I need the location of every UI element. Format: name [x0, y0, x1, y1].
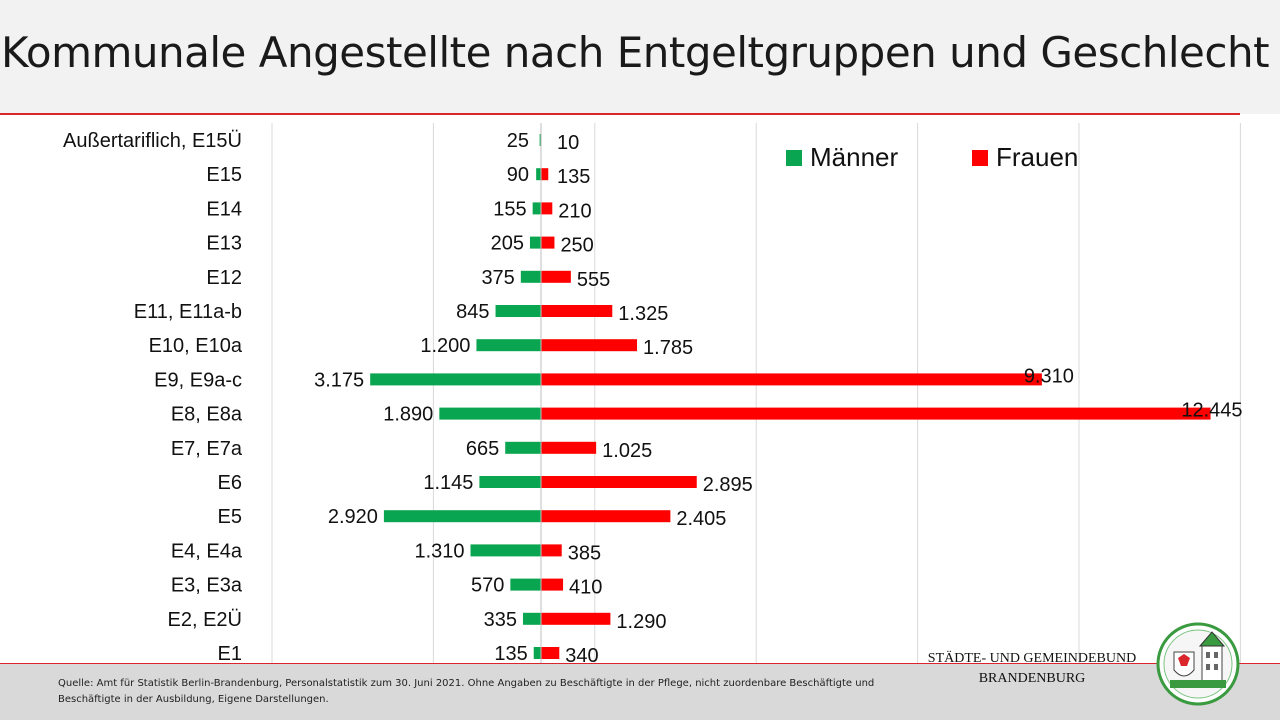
butterfly-bar-chart: Außertariflich, E15Ü 25 10 E15 90 135 E14 155 21…: [63, 123, 1243, 663]
data-label-maenner: 665: [466, 438, 499, 460]
legend-label-maenner: Männer: [810, 142, 898, 172]
bar-maenner: [510, 578, 541, 591]
bar-maenner: [522, 612, 541, 625]
category-label: E12: [206, 267, 242, 289]
bar-maenner: [370, 373, 541, 386]
data-label-frauen: 385: [568, 542, 601, 564]
category-label: Außertariflich, E15Ü: [63, 130, 242, 152]
data-label-frauen: 9.310: [1024, 365, 1074, 387]
coat-of-arms-logo: [1156, 622, 1240, 706]
data-label-maenner: 335: [484, 609, 517, 631]
organization-line-2: BRANDENBURG: [978, 671, 1086, 686]
category-label: E4, E4a: [171, 540, 243, 562]
bar-frauen: [541, 236, 555, 249]
bar-maenner: [505, 441, 541, 454]
data-label-maenner: 155: [493, 198, 526, 220]
category-label: E9, E9a-c: [154, 369, 242, 391]
bar-maenner: [539, 134, 541, 146]
data-label-maenner: 1.310: [414, 540, 464, 562]
data-label-frauen: 1.785: [643, 337, 693, 359]
bar-frauen: [541, 544, 562, 557]
bar-frauen: [541, 407, 1211, 420]
bar-maenner: [532, 202, 541, 215]
bar-maenner: [470, 544, 541, 557]
bar-frauen: [541, 612, 611, 625]
organization-line-1: STÄDTE- UND GEMEINDEBUND: [927, 651, 1137, 666]
data-label-maenner: 1.890: [383, 404, 433, 426]
bar-frauen: [541, 373, 1042, 386]
bar-frauen: [541, 441, 597, 454]
category-label: E15: [206, 164, 242, 186]
category-label: E1: [218, 643, 242, 663]
data-label-maenner: 25: [507, 130, 529, 152]
data-label-frauen: 340: [565, 645, 598, 663]
category-label: E2, E2Ü: [168, 609, 242, 631]
data-label-maenner: 90: [507, 164, 529, 186]
bar-maenner: [529, 236, 541, 249]
source-note: Quelle: Amt für Statistik Berlin-Branden…: [58, 678, 875, 705]
data-label-frauen: 12.445: [1181, 400, 1242, 422]
data-label-maenner: 570: [471, 575, 504, 597]
data-label-maenner: 2.920: [328, 506, 378, 528]
data-label-maenner: 845: [456, 301, 489, 323]
legend-label-frauen: Frauen: [996, 142, 1078, 172]
header-bar: [0, 0, 1280, 114]
bar-frauen: [541, 305, 613, 317]
footer-bar: [0, 664, 1280, 720]
bar-maenner: [439, 407, 541, 420]
data-label-maenner: 375: [481, 267, 514, 289]
bar-frauen: [541, 202, 553, 215]
page-title: Kommunale Angestellte nach Entgeltgruppe…: [0, 28, 1270, 77]
bar-frauen: [541, 168, 549, 181]
category-label: E14: [206, 198, 242, 220]
data-label-maenner: 205: [491, 233, 524, 255]
data-label-frauen: 2.405: [676, 508, 726, 530]
category-label: E6: [218, 472, 242, 494]
category-label: E8, E8a: [171, 404, 243, 426]
data-label-frauen: 1.025: [602, 440, 652, 462]
category-label: E13: [206, 233, 242, 255]
category-label: E11, E11a-b: [134, 301, 242, 323]
bar-maenner: [495, 305, 541, 317]
data-label-frauen: 210: [558, 200, 591, 222]
bar-maenner: [520, 270, 541, 283]
data-label-maenner: 1.200: [420, 335, 470, 357]
data-label-maenner: 1.145: [423, 472, 473, 494]
bar-maenner: [476, 339, 541, 352]
category-label: E7, E7a: [171, 438, 243, 460]
data-label-frauen: 135: [557, 166, 590, 188]
data-label-frauen: 250: [560, 235, 593, 257]
bar-maenner: [533, 647, 541, 659]
header-divider: [0, 113, 1240, 115]
data-label-frauen: 2.895: [703, 474, 753, 496]
bar-frauen: [541, 339, 638, 352]
bar-frauen: [541, 578, 564, 591]
data-label-maenner: 3.175: [314, 369, 364, 391]
legend-swatch-frauen: [972, 150, 988, 166]
legend-swatch-maenner: [786, 150, 802, 166]
category-label: E3, E3a: [171, 575, 243, 597]
data-label-frauen: 1.290: [616, 611, 666, 633]
bar-maenner: [536, 168, 541, 181]
bar-frauen: [541, 647, 560, 659]
organization-name: STÄDTE- UND GEMEINDEBUND BRANDENBURG: [912, 649, 1152, 689]
category-label: E10, E10a: [149, 335, 243, 357]
category-label: E5: [218, 506, 242, 528]
data-label-maenner: 135: [494, 643, 527, 663]
bar-frauen: [541, 476, 697, 488]
bar-maenner: [383, 510, 541, 523]
data-label-frauen: 10: [557, 132, 579, 154]
bar-frauen: [541, 510, 671, 523]
data-label-frauen: 1.325: [618, 303, 668, 325]
data-label-frauen: 555: [577, 269, 610, 291]
bar-maenner: [479, 476, 541, 488]
data-label-frauen: 410: [569, 577, 602, 599]
bar-frauen: [541, 270, 571, 283]
